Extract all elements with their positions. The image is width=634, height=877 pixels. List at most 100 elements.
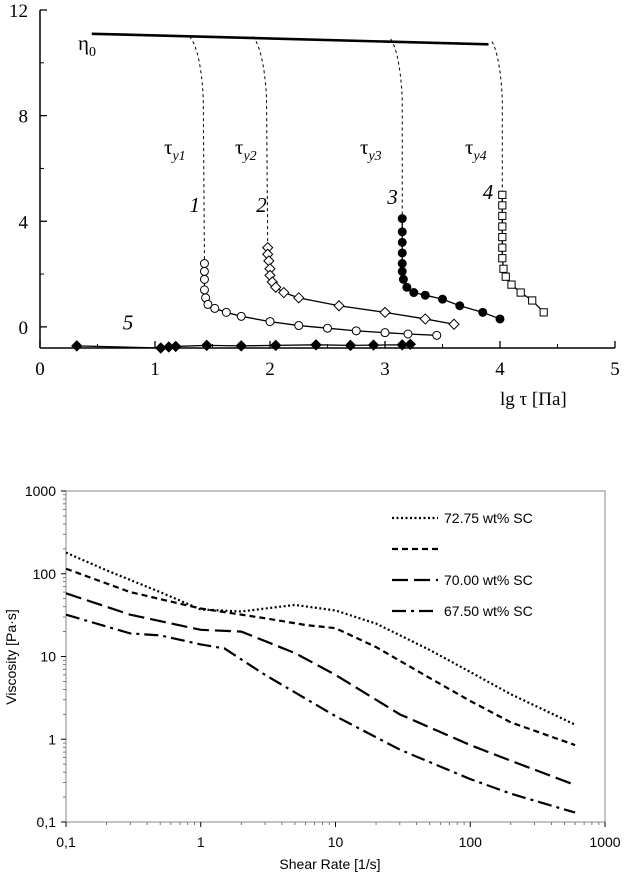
- a-data-point: [199, 285, 209, 295]
- a-data-point: [397, 259, 407, 268]
- a-data-point: [403, 329, 413, 339]
- b-plot-frame: [65, 490, 606, 823]
- a-data-point: [432, 330, 442, 340]
- a-eta0-label: η0: [78, 31, 96, 60]
- a-transition-curve: [491, 41, 503, 193]
- b-legend-label: 72.75 wt% SC: [444, 510, 533, 526]
- a-data-point: [169, 340, 182, 353]
- a-x-tick-label: 3: [380, 359, 390, 380]
- a-tau-subscript: y3: [366, 149, 381, 164]
- a-tau-label: τy2: [235, 135, 257, 164]
- a-data-point: [71, 340, 83, 352]
- b-x-tick-label: 1000: [589, 834, 620, 850]
- a-data-point: [528, 296, 537, 305]
- a-data-point: [310, 339, 322, 351]
- a-x-axis-label: lg τ [Па]: [500, 389, 567, 410]
- a-data-point: [323, 323, 332, 333]
- b-series-line-4: [65, 613, 576, 814]
- b-x-tick-label: 1: [197, 834, 205, 850]
- b-y-tick-label: 10: [40, 649, 56, 665]
- a-series-number-label: 1: [190, 193, 201, 217]
- a-data-point: [498, 201, 507, 210]
- b-y-tick-label: 1000: [25, 483, 56, 499]
- a-transition-curve: [252, 36, 269, 246]
- a-data-point: [419, 313, 431, 325]
- a-tau-subscript: y4: [471, 149, 486, 164]
- a-data-point: [278, 286, 290, 299]
- a-data-point: [201, 339, 213, 352]
- a-data-point: [409, 288, 419, 298]
- a-series-line-1: [203, 263, 437, 336]
- a-data-point: [367, 339, 380, 351]
- a-data-point: [379, 306, 391, 319]
- a-tau-label: τy1: [164, 135, 186, 164]
- b-x-tick-label: 10: [328, 834, 344, 850]
- a-series-number-label: 2: [256, 193, 267, 217]
- a-data-point: [221, 307, 231, 317]
- a-data-point: [539, 308, 548, 317]
- a-data-point: [265, 317, 275, 327]
- a-data-point: [199, 266, 209, 276]
- b-series-line-1: [65, 551, 576, 726]
- a-data-point: [478, 307, 488, 317]
- a-data-point: [235, 340, 247, 352]
- b-x-axis-label: Shear Rate [1/s]: [279, 856, 380, 872]
- a-tau-label: τy4: [465, 135, 487, 164]
- a-data-point: [495, 314, 505, 324]
- a-data-point: [404, 338, 417, 351]
- a-data-point: [294, 321, 304, 331]
- a-transition-curve: [390, 38, 403, 216]
- a-eta0-line: [91, 32, 489, 46]
- a-data-point: [498, 190, 507, 199]
- b-legend-label: 67.50 wt% SC: [444, 603, 533, 619]
- a-data-point: [397, 248, 407, 258]
- b-y-tick-label: 0,1: [37, 814, 57, 830]
- a-tau-subscript: y1: [170, 149, 185, 164]
- b-legend-label: 70.00 wt% SC: [444, 572, 533, 588]
- a-data-point: [333, 300, 345, 312]
- a-data-point: [499, 264, 508, 273]
- a-data-point: [351, 326, 361, 336]
- a-x-tick-label: 4: [495, 359, 505, 380]
- a-data-point: [344, 339, 357, 352]
- a-data-point: [498, 211, 507, 221]
- a-series-line-2: [267, 247, 455, 325]
- a-data-point: [236, 311, 246, 321]
- a-data-point: [516, 288, 525, 297]
- b-y-tick-label: 100: [33, 566, 57, 582]
- a-data-point: [210, 303, 220, 313]
- a-tau-label: τy3: [360, 135, 382, 164]
- a-data-point: [498, 254, 507, 263]
- a-y-tick-label: 8: [19, 107, 29, 128]
- a-data-point: [498, 232, 507, 242]
- a-data-point: [397, 214, 407, 224]
- a-y-tick-label: 0: [19, 318, 29, 339]
- a-data-point: [448, 318, 460, 330]
- a-data-point: [420, 290, 430, 300]
- a-series-number-label: 4: [483, 180, 494, 204]
- a-data-point: [397, 266, 407, 276]
- a-data-point: [501, 272, 510, 281]
- a-data-point: [398, 274, 408, 284]
- a-data-point: [397, 227, 407, 237]
- a-y-tick-label: 12: [9, 1, 28, 22]
- a-data-point: [498, 222, 507, 231]
- a-data-point: [293, 292, 305, 304]
- a-x-tick-label: 5: [610, 359, 620, 380]
- b-y-tick-label: 1: [48, 731, 56, 747]
- b-series-line-2: [65, 567, 576, 747]
- a-x-tick-label: 2: [265, 359, 275, 380]
- a-data-point: [199, 259, 209, 268]
- a-eta0-subscript: 0: [89, 45, 96, 60]
- a-data-point: [397, 237, 407, 247]
- a-transition-curve: [189, 36, 205, 261]
- a-tau-subscript: y2: [241, 149, 256, 164]
- a-data-point: [438, 294, 447, 304]
- a-data-point: [507, 280, 516, 289]
- a-y-tick-label: 4: [19, 212, 29, 233]
- a-series-line-3: [401, 218, 501, 320]
- a-data-point: [203, 299, 213, 309]
- a-x-tick-label: 1: [150, 359, 160, 380]
- a-data-point: [402, 282, 412, 292]
